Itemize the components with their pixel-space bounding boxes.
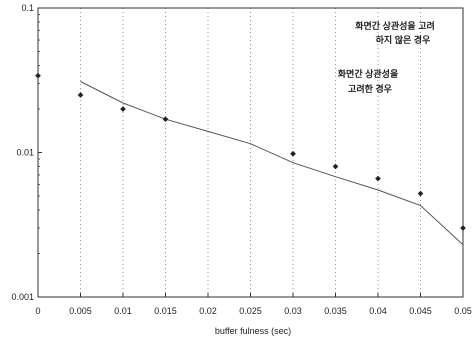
x-tick-label: 0.05: [454, 306, 472, 316]
series-marker-point: [375, 175, 381, 182]
x-tick-label: 0.04: [369, 306, 387, 316]
legend: 화면간 상관성을 고려 하지 않은 경우 화면간 상관성을 고려한 경우: [338, 20, 435, 94]
legend-entry-1-line-2: 하지 않은 경우: [376, 34, 431, 45]
y-tick-label: 0.01: [16, 148, 34, 158]
x-axis-title: buffer fulness (sec): [215, 326, 291, 336]
x-tick-label: 0.01: [114, 306, 132, 316]
series-marker-point: [417, 190, 424, 197]
series-marker-point: [35, 72, 41, 79]
series-marker-point: [77, 92, 84, 98]
series-marker-point: [290, 150, 296, 157]
y-axis-ticks: 0.1 0.01 0.001: [11, 3, 42, 302]
x-tick-label: 0.045: [409, 306, 432, 316]
legend-entry-2-line-1: 화면간 상관성을: [338, 68, 398, 79]
x-tick-label: 0.005: [69, 306, 92, 316]
series-line-2: [80, 81, 464, 246]
x-tick-label: 0.015: [154, 306, 177, 316]
series-marker-point: [162, 116, 169, 123]
x-axis-ticks: 0 0.005 0.01 0.015 0.02 0.025 0.03 0.035 0.04 0.0…: [35, 293, 472, 316]
grid: [80, 8, 421, 297]
legend-entry-1-line-1: 화면간 상관성을 고려: [355, 20, 435, 31]
series-marker-point: [120, 106, 126, 112]
x-tick-label: 0.03: [284, 306, 302, 316]
x-tick-label: 0: [35, 306, 40, 316]
x-tick-label: 0.035: [324, 306, 347, 316]
series-marker-point: [332, 163, 339, 170]
series-marker-point: [460, 225, 466, 232]
series-line-layer: [80, 81, 464, 246]
legend-entry-2-line-2: 고려한 경우: [348, 83, 392, 94]
y-tick-label: 0.001: [11, 292, 34, 302]
y-tick-label: 0.1: [21, 3, 34, 13]
series-marker-layer: [35, 72, 466, 232]
x-tick-label: 0.02: [199, 306, 217, 316]
x-tick-label: 0.025: [239, 306, 262, 316]
